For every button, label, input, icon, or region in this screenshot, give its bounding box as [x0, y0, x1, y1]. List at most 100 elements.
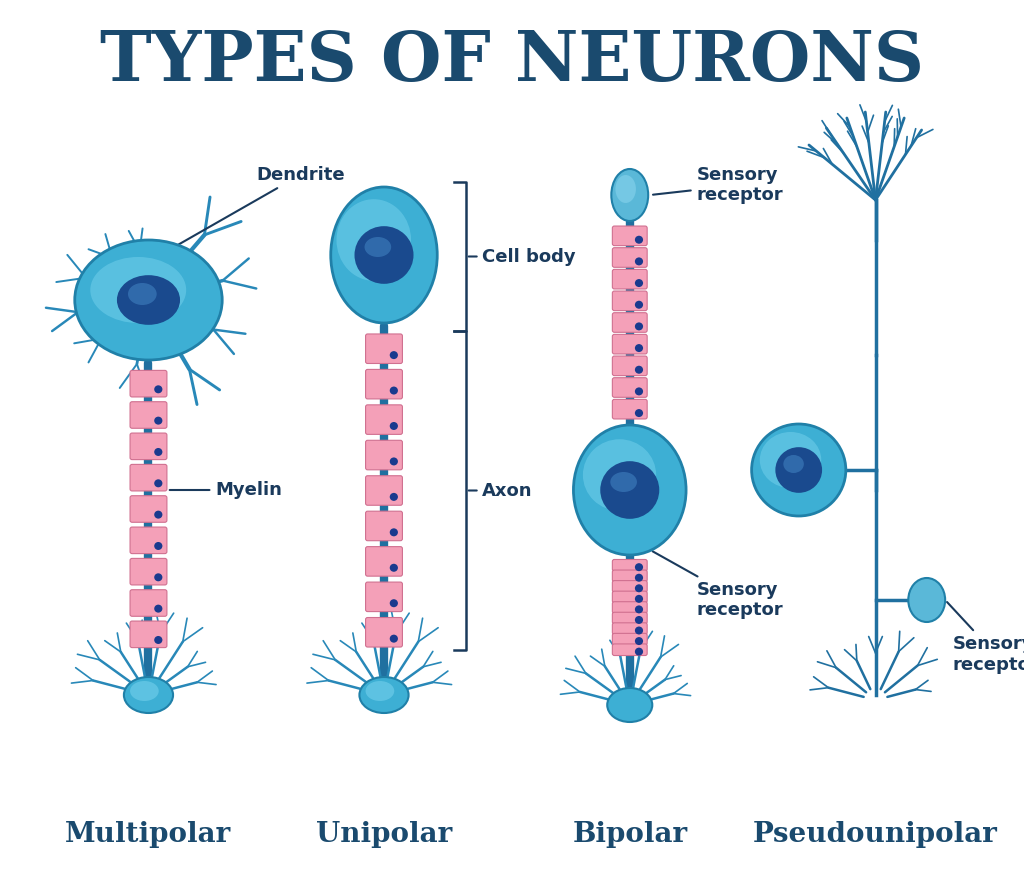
Circle shape [155, 636, 163, 644]
FancyBboxPatch shape [612, 623, 647, 635]
Circle shape [390, 422, 398, 430]
Circle shape [155, 480, 163, 487]
Ellipse shape [359, 677, 409, 713]
Text: Bipolar: Bipolar [572, 821, 687, 848]
Text: Multipolar: Multipolar [66, 821, 231, 848]
FancyBboxPatch shape [130, 433, 167, 460]
Ellipse shape [776, 448, 821, 492]
Circle shape [155, 604, 163, 613]
Circle shape [635, 616, 643, 624]
FancyBboxPatch shape [130, 527, 167, 554]
Ellipse shape [130, 681, 159, 701]
FancyBboxPatch shape [130, 402, 167, 428]
Circle shape [635, 605, 643, 613]
Ellipse shape [573, 425, 686, 555]
FancyBboxPatch shape [366, 547, 402, 576]
FancyBboxPatch shape [366, 405, 402, 434]
FancyBboxPatch shape [612, 356, 647, 376]
Ellipse shape [366, 681, 394, 701]
Ellipse shape [615, 175, 636, 203]
Ellipse shape [128, 283, 157, 305]
FancyBboxPatch shape [130, 371, 167, 397]
Circle shape [635, 344, 643, 352]
Ellipse shape [908, 578, 945, 622]
Circle shape [635, 595, 643, 603]
FancyBboxPatch shape [612, 226, 647, 246]
Text: Pseudounipolar: Pseudounipolar [753, 821, 998, 848]
Circle shape [635, 323, 643, 330]
FancyBboxPatch shape [612, 591, 647, 603]
Circle shape [390, 528, 398, 536]
FancyBboxPatch shape [612, 633, 647, 645]
Ellipse shape [783, 455, 804, 473]
Ellipse shape [752, 424, 846, 516]
FancyBboxPatch shape [612, 248, 647, 268]
Circle shape [155, 448, 163, 456]
FancyBboxPatch shape [366, 582, 402, 611]
Text: Cell body: Cell body [469, 248, 575, 265]
FancyBboxPatch shape [612, 644, 647, 656]
Ellipse shape [607, 688, 652, 722]
FancyBboxPatch shape [130, 589, 167, 617]
Circle shape [635, 257, 643, 265]
Text: Sensory
receptor: Sensory receptor [653, 166, 783, 204]
Circle shape [390, 458, 398, 466]
Circle shape [155, 511, 163, 519]
Text: Myelin: Myelin [170, 481, 282, 499]
Circle shape [635, 365, 643, 374]
FancyBboxPatch shape [130, 621, 167, 648]
Circle shape [390, 386, 398, 394]
Circle shape [635, 301, 643, 309]
Ellipse shape [337, 199, 411, 281]
Text: Sensory
receptor: Sensory receptor [652, 551, 783, 619]
Circle shape [635, 648, 643, 656]
Circle shape [390, 635, 398, 643]
Circle shape [635, 574, 643, 582]
Circle shape [635, 235, 643, 244]
FancyBboxPatch shape [366, 617, 402, 647]
FancyBboxPatch shape [366, 511, 402, 541]
FancyBboxPatch shape [612, 570, 647, 582]
Text: Axon: Axon [469, 481, 532, 500]
FancyBboxPatch shape [612, 378, 647, 398]
Ellipse shape [760, 432, 821, 488]
Circle shape [155, 417, 163, 425]
FancyBboxPatch shape [130, 558, 167, 585]
FancyBboxPatch shape [612, 399, 647, 419]
FancyBboxPatch shape [366, 440, 402, 470]
Ellipse shape [331, 187, 437, 323]
FancyBboxPatch shape [612, 581, 647, 592]
Circle shape [635, 409, 643, 417]
Circle shape [635, 387, 643, 395]
Circle shape [155, 385, 163, 393]
Ellipse shape [365, 237, 391, 257]
FancyBboxPatch shape [612, 313, 647, 332]
Ellipse shape [610, 472, 637, 492]
Text: Unipolar: Unipolar [315, 821, 453, 848]
Ellipse shape [90, 257, 186, 323]
FancyBboxPatch shape [366, 370, 402, 399]
Circle shape [635, 279, 643, 287]
Circle shape [155, 573, 163, 582]
Ellipse shape [124, 677, 173, 713]
Ellipse shape [118, 276, 179, 324]
Ellipse shape [601, 462, 658, 518]
Circle shape [635, 637, 643, 645]
Ellipse shape [355, 227, 413, 283]
Text: Sensory
receptor: Sensory receptor [947, 602, 1024, 674]
Circle shape [635, 584, 643, 592]
FancyBboxPatch shape [130, 465, 167, 491]
Circle shape [390, 493, 398, 501]
Ellipse shape [75, 240, 222, 360]
Circle shape [155, 542, 163, 550]
Circle shape [635, 626, 643, 635]
FancyBboxPatch shape [612, 334, 647, 354]
FancyBboxPatch shape [612, 602, 647, 613]
FancyBboxPatch shape [612, 291, 647, 310]
Text: Dendrite: Dendrite [171, 166, 345, 249]
FancyBboxPatch shape [612, 612, 647, 623]
Ellipse shape [583, 439, 656, 511]
FancyBboxPatch shape [366, 476, 402, 505]
Circle shape [390, 599, 398, 607]
FancyBboxPatch shape [366, 334, 402, 364]
